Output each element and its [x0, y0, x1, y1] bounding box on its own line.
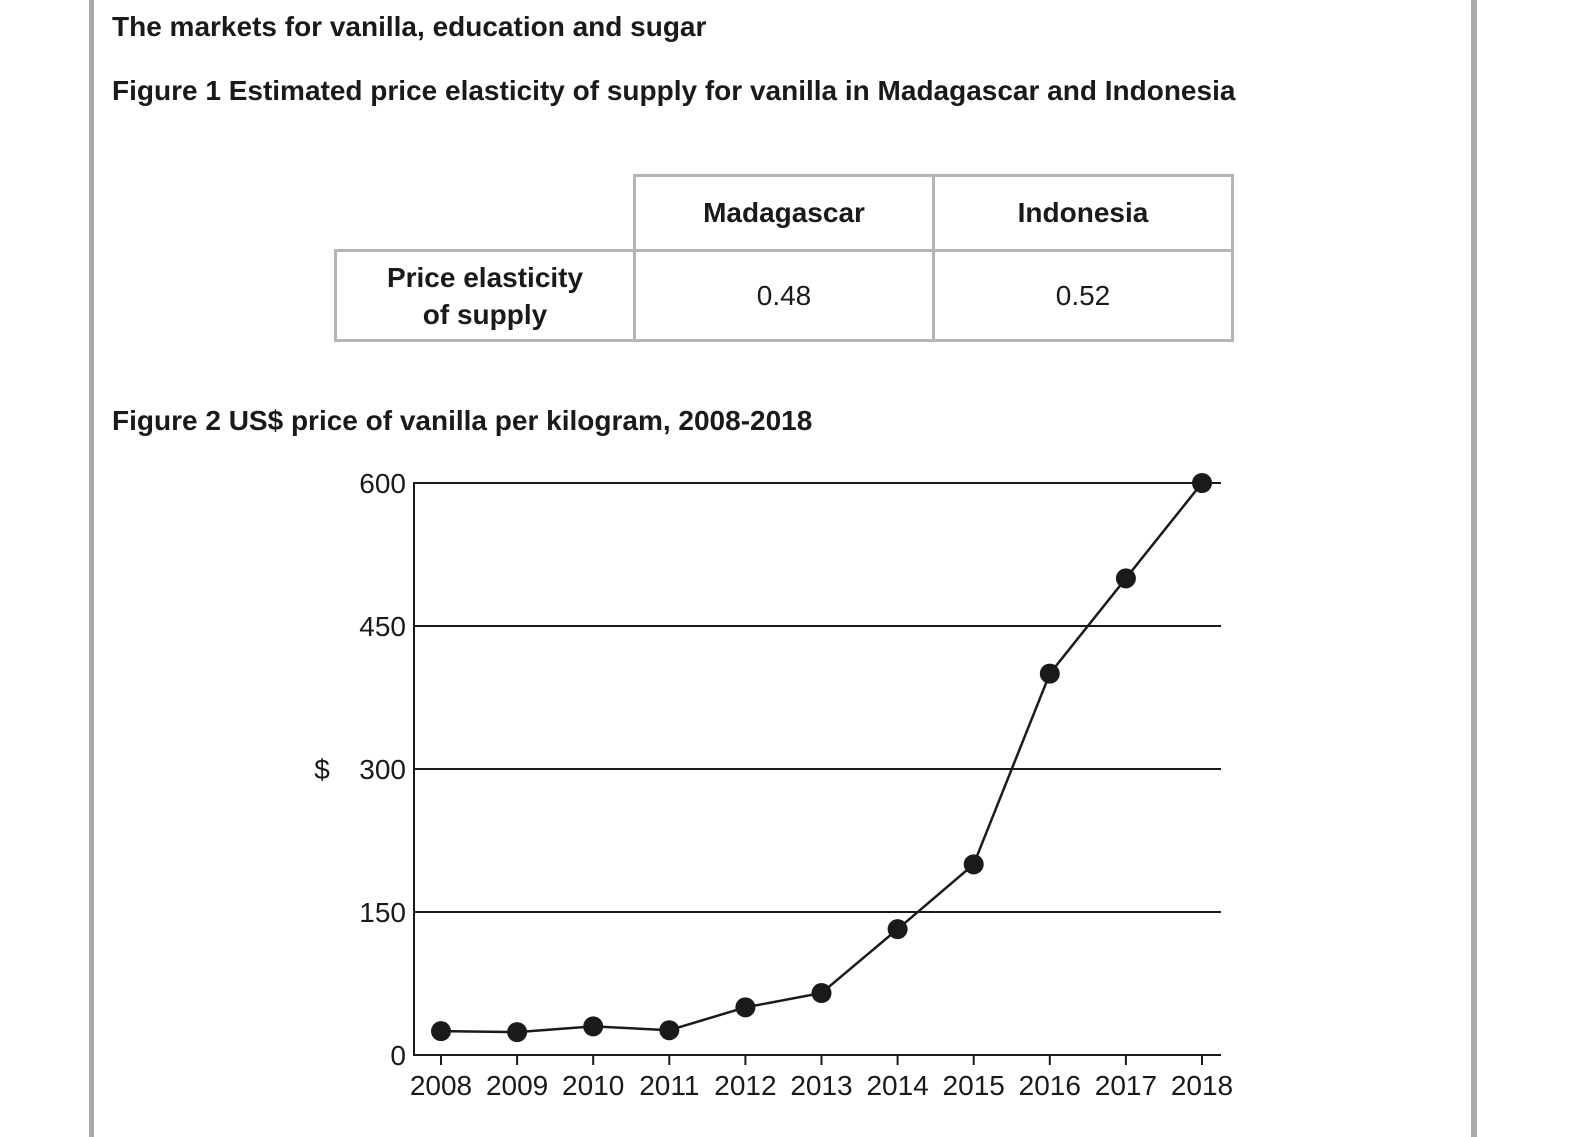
- data-point-2012: [735, 997, 756, 1018]
- y-tick-label-0: 0: [390, 1040, 406, 1071]
- x-tick-label-2009: 2009: [486, 1070, 548, 1101]
- data-point-2017: [1115, 568, 1136, 589]
- column-header-madagascar: Madagascar: [633, 174, 935, 252]
- data-point-2013: [811, 983, 832, 1004]
- y-tick-label-300: 300: [359, 754, 406, 785]
- figure2-title: Figure 2 US$ price of vanilla per kilogr…: [112, 405, 813, 436]
- x-tick-label-2015: 2015: [943, 1070, 1005, 1101]
- row-header-price-elasticity: Price elasticity of supply: [334, 249, 636, 342]
- row-header-line2: of supply: [422, 298, 548, 330]
- figure1-title: Figure 1 Estimated price elasticity of s…: [112, 75, 1236, 106]
- cell-indonesia-value: 0.52: [932, 249, 1234, 342]
- x-tick-label-2008: 2008: [410, 1070, 472, 1101]
- page-frame-right: [1471, 0, 1477, 1137]
- cell-madagascar-value: 0.48: [633, 249, 935, 342]
- data-point-2014: [887, 919, 908, 940]
- y-tick-label-450: 450: [359, 611, 406, 642]
- y-axis-label: $: [314, 754, 330, 785]
- x-tick-label-2018: 2018: [1171, 1070, 1233, 1101]
- section-title: The markets for vanilla, education and s…: [112, 11, 707, 42]
- data-point-2015: [963, 854, 984, 875]
- column-header-indonesia: Indonesia: [932, 174, 1234, 252]
- table-header-row: Madagascar Indonesia: [336, 174, 1234, 252]
- data-point-2009: [507, 1022, 528, 1043]
- page-frame-left: [89, 0, 94, 1137]
- x-tick-label-2013: 2013: [790, 1070, 852, 1101]
- data-point-2010: [583, 1016, 604, 1037]
- table-row: Price elasticity of supply 0.48 0.52: [334, 249, 1234, 342]
- x-tick-label-2011: 2011: [639, 1070, 699, 1101]
- data-point-2008: [431, 1021, 451, 1042]
- data-point-2016: [1039, 663, 1060, 684]
- x-tick-label-2014: 2014: [866, 1070, 928, 1101]
- y-tick-label-150: 150: [359, 897, 406, 928]
- x-tick-label-2010: 2010: [562, 1070, 624, 1101]
- x-tick-label-2016: 2016: [1019, 1070, 1081, 1101]
- x-tick-label-2017: 2017: [1095, 1070, 1157, 1101]
- elasticity-table: Madagascar Indonesia Price elasticity of…: [334, 174, 1234, 342]
- x-tick-label-2012: 2012: [714, 1070, 776, 1101]
- y-tick-label-600: 600: [359, 468, 406, 499]
- row-header-line1: Price elasticity: [386, 261, 584, 293]
- series-line-price: [440, 482, 1203, 1034]
- data-point-2018: [1192, 473, 1212, 493]
- data-point-2011: [659, 1020, 680, 1041]
